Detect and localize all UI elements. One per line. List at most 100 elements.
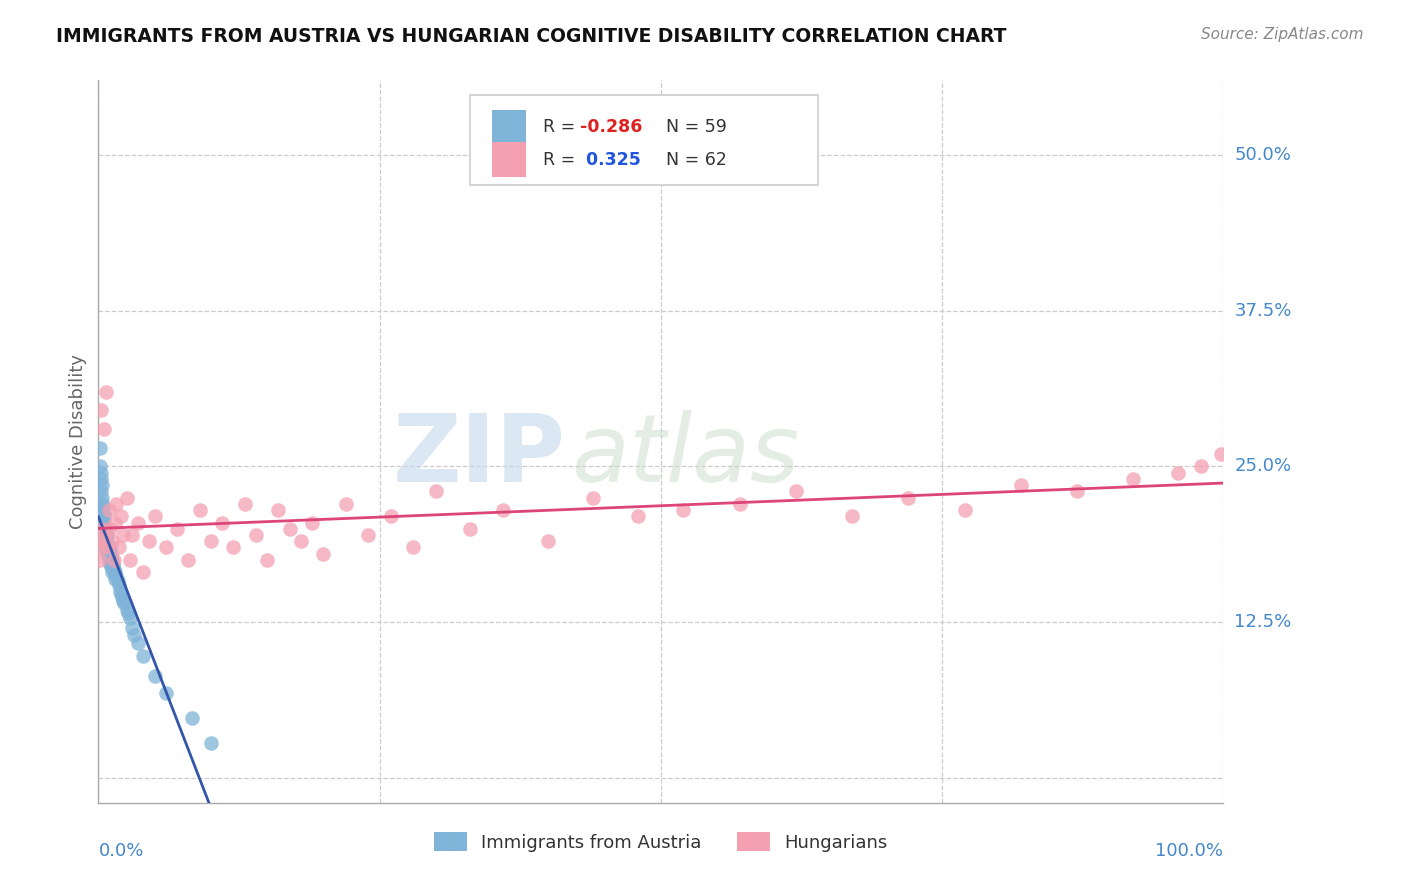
Point bbox=[104, 566, 127, 580]
Point bbox=[89, 553, 111, 567]
Text: 12.5%: 12.5% bbox=[1234, 613, 1292, 632]
Point bbox=[107, 541, 129, 555]
Point bbox=[1010, 478, 1032, 492]
Point bbox=[90, 497, 112, 511]
Point bbox=[124, 627, 146, 641]
Point bbox=[111, 591, 134, 605]
Text: atlas: atlas bbox=[571, 410, 799, 501]
Point bbox=[121, 528, 143, 542]
Text: Source: ZipAtlas.com: Source: ZipAtlas.com bbox=[1201, 27, 1364, 42]
Point bbox=[103, 561, 125, 575]
Point bbox=[90, 503, 112, 517]
Point bbox=[96, 547, 118, 561]
Point bbox=[188, 503, 211, 517]
Point bbox=[93, 528, 115, 542]
Text: R =: R = bbox=[543, 119, 581, 136]
Point bbox=[155, 686, 177, 700]
Point bbox=[94, 528, 117, 542]
Point bbox=[380, 509, 402, 524]
Text: 0.325: 0.325 bbox=[579, 151, 641, 169]
Point bbox=[245, 528, 267, 542]
Point bbox=[138, 534, 160, 549]
Point bbox=[335, 497, 357, 511]
Point bbox=[112, 528, 135, 542]
Point bbox=[301, 516, 323, 530]
Point bbox=[267, 503, 290, 517]
Point bbox=[97, 553, 120, 567]
Point bbox=[211, 516, 233, 530]
Point bbox=[96, 541, 118, 555]
Point bbox=[953, 503, 976, 517]
Point bbox=[101, 534, 124, 549]
Point bbox=[90, 472, 112, 486]
Point bbox=[112, 594, 135, 608]
Point bbox=[105, 497, 128, 511]
Point bbox=[96, 384, 118, 399]
Point bbox=[107, 578, 129, 592]
Point bbox=[200, 534, 222, 549]
Point bbox=[90, 491, 112, 505]
Point bbox=[94, 541, 117, 555]
Point bbox=[101, 566, 124, 580]
Point bbox=[90, 466, 112, 480]
Point bbox=[110, 586, 132, 600]
Point bbox=[166, 522, 188, 536]
Text: 37.5%: 37.5% bbox=[1234, 301, 1292, 319]
Point bbox=[143, 509, 166, 524]
Point bbox=[93, 522, 115, 536]
Point bbox=[897, 491, 920, 505]
Point bbox=[100, 547, 122, 561]
Point bbox=[101, 557, 124, 571]
Point bbox=[1167, 466, 1189, 480]
Point bbox=[118, 611, 141, 625]
Point bbox=[110, 509, 132, 524]
Point bbox=[96, 537, 118, 551]
Text: ZIP: ZIP bbox=[392, 410, 565, 502]
Point bbox=[105, 569, 128, 583]
Point bbox=[177, 553, 200, 567]
Point bbox=[1122, 472, 1144, 486]
Point bbox=[627, 509, 650, 524]
Legend: Immigrants from Austria, Hungarians: Immigrants from Austria, Hungarians bbox=[427, 825, 894, 859]
Point bbox=[89, 441, 111, 455]
Text: 50.0%: 50.0% bbox=[1234, 146, 1291, 164]
Point bbox=[290, 534, 312, 549]
Point bbox=[107, 574, 129, 588]
Point bbox=[402, 541, 425, 555]
Bar bbox=[492, 110, 526, 145]
Text: -0.286: -0.286 bbox=[579, 119, 643, 136]
Point bbox=[108, 584, 131, 599]
Point bbox=[841, 509, 863, 524]
Point bbox=[98, 557, 121, 571]
Point bbox=[101, 561, 124, 575]
Point bbox=[96, 541, 118, 555]
Point bbox=[582, 491, 605, 505]
Text: IMMIGRANTS FROM AUSTRIA VS HUNGARIAN COGNITIVE DISABILITY CORRELATION CHART: IMMIGRANTS FROM AUSTRIA VS HUNGARIAN COG… bbox=[56, 27, 1007, 45]
Point bbox=[93, 422, 115, 436]
Point bbox=[1066, 484, 1088, 499]
Text: R =: R = bbox=[543, 151, 581, 169]
Point bbox=[91, 500, 114, 514]
Point bbox=[278, 522, 301, 536]
Point bbox=[233, 497, 256, 511]
Point bbox=[90, 478, 112, 492]
Point bbox=[200, 736, 222, 750]
Point bbox=[91, 516, 114, 530]
Point bbox=[132, 566, 155, 580]
Point bbox=[98, 541, 121, 555]
Point bbox=[458, 522, 481, 536]
Point bbox=[97, 542, 120, 557]
Point bbox=[96, 528, 118, 542]
Text: N = 62: N = 62 bbox=[655, 151, 727, 169]
Point bbox=[143, 669, 166, 683]
Point bbox=[94, 534, 117, 549]
Point bbox=[728, 497, 751, 511]
Point bbox=[98, 549, 121, 563]
Point bbox=[96, 532, 118, 546]
Text: 0.0%: 0.0% bbox=[98, 842, 143, 860]
Point bbox=[112, 597, 135, 611]
Point bbox=[100, 559, 122, 574]
Point bbox=[94, 528, 117, 542]
Point bbox=[312, 547, 335, 561]
Point bbox=[96, 528, 118, 542]
